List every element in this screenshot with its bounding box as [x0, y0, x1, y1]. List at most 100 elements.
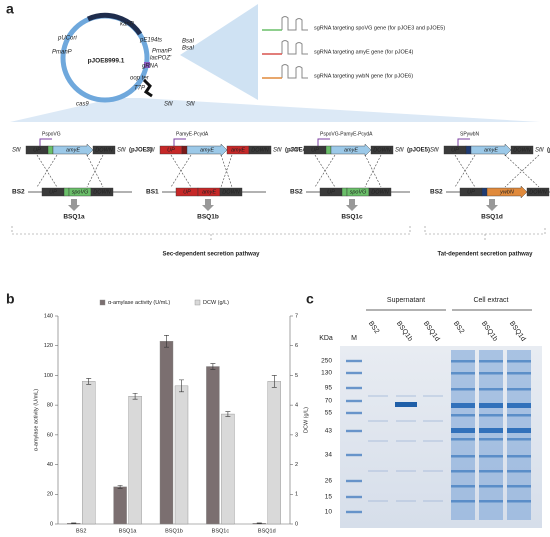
error-bar: [132, 392, 138, 400]
y-tick-label: 40: [47, 462, 53, 468]
lysate-band: [451, 455, 475, 458]
secreted-band: [395, 402, 417, 407]
faint-band: [368, 420, 388, 422]
gene-label: amyE: [202, 189, 216, 195]
marker-band: [346, 479, 362, 483]
panel-label: b: [6, 291, 15, 307]
marker-band: [346, 411, 362, 415]
x-tick-label: BSQ1b: [165, 528, 183, 534]
gene-label: amyE: [484, 147, 498, 153]
site-label: SfiI: [117, 148, 126, 154]
lysate-band: [507, 500, 531, 503]
mw-label: 95: [325, 385, 333, 392]
y2-tick-label: 5: [295, 373, 298, 379]
lysate-band: [451, 470, 475, 473]
mw-label: 15: [325, 494, 333, 501]
promoter-arrow: [173, 138, 186, 146]
plasmid-label: (pJOE6): [547, 148, 550, 154]
marker-band: [346, 399, 362, 403]
plasmid-label: (pJOE3): [129, 148, 152, 154]
gene-box: [465, 145, 472, 155]
y-tick-label: 100: [44, 373, 53, 379]
bar: [221, 413, 235, 525]
gene-box: [47, 145, 54, 155]
mw-label: 55: [325, 410, 333, 417]
lane-label: BSQ1d: [422, 320, 441, 343]
y2-tick-label: 2: [295, 462, 298, 468]
bracket: [11, 226, 546, 242]
gene-box: [370, 145, 394, 155]
mw-label: 10: [325, 509, 333, 516]
lane-label: BS2: [452, 320, 465, 335]
mw-label: 34: [325, 452, 333, 459]
y2-tick-label: 0: [295, 521, 298, 527]
lysate-band: [507, 428, 531, 433]
error-bar: [225, 411, 231, 417]
error-bar: [179, 379, 184, 393]
gene-label: UP: [311, 147, 319, 153]
gene-label: amyE: [200, 147, 214, 153]
error-bar: [164, 335, 169, 348]
lane-label: BS2: [367, 320, 380, 335]
gene-arrow: [486, 185, 528, 199]
gene-label: DOWN: [513, 147, 530, 153]
legend-label: α-amylase activity (U/mL): [108, 300, 170, 306]
x-tick-label: BS2: [76, 528, 86, 534]
lysate-band: [451, 414, 475, 417]
y2-tick-label: 1: [295, 492, 298, 498]
promoter-arrow: [457, 138, 470, 146]
gene-label: spoVG: [72, 189, 90, 195]
y2-tick-label: 7: [295, 313, 298, 319]
lysate-band: [507, 455, 531, 458]
lysate-band: [507, 372, 531, 375]
y-tick-label: 0: [50, 521, 53, 527]
faint-band: [396, 395, 416, 397]
gene-arrow: [330, 143, 372, 157]
marker-band: [346, 386, 362, 390]
y-tick-label: 20: [47, 492, 53, 498]
lysate-band: [479, 500, 503, 503]
gene-box: [181, 145, 188, 155]
lysate-band: [479, 438, 503, 441]
lysate-band: [451, 360, 475, 363]
plasmid-feature: PmanP: [152, 49, 172, 55]
sgrna-icon: [262, 40, 308, 55]
strain-label: BS1: [146, 189, 159, 196]
y-tick-label: 120: [44, 343, 53, 349]
faint-band: [423, 470, 443, 472]
site-label: SfiI: [395, 148, 404, 154]
result-label: BSQ1a: [63, 214, 85, 221]
plasmid-feature: lacPOZ': [150, 56, 172, 62]
faint-band: [368, 470, 388, 472]
y-tick-label: 60: [47, 432, 53, 438]
plasmid-feature: kanR: [120, 22, 135, 28]
x-tick-label: BSQ1d: [258, 528, 276, 534]
lysate-band: [507, 388, 531, 391]
promoter-label: PamyE-PcydA: [176, 131, 209, 137]
gene-box: [368, 187, 392, 197]
result-arrow: [202, 199, 214, 211]
gene-label: DOWN: [222, 189, 239, 195]
gene-box: [341, 187, 348, 197]
error-bar: [71, 522, 77, 524]
lysate-band: [479, 414, 503, 417]
mw-label: 130: [321, 370, 332, 377]
gene-label: DOWN: [529, 189, 546, 195]
gene-box: [510, 145, 534, 155]
plasmid-feature: BsaI: [182, 39, 194, 45]
promoter-label: PspoVG-PamyE-PcydA: [320, 131, 373, 137]
site-label: SfiI: [290, 148, 299, 154]
plasmid-feature: T7P: [134, 86, 145, 92]
grna-cassette: [142, 78, 153, 98]
y-axis-label: α-amylase activity (U/mL): [33, 389, 39, 451]
faint-band: [423, 395, 443, 397]
marker-band: [346, 510, 362, 514]
sgrna-label: sgRNA targeting ywbN gene (for pJOE6): [314, 73, 413, 79]
lane-label: BSQ1b: [395, 320, 414, 343]
gene-label: amyE: [344, 147, 358, 153]
marker-label: M: [351, 335, 357, 342]
plasmid-name: pJOE8999.1: [88, 58, 125, 65]
gene-label: amyE: [231, 147, 245, 153]
lysate-band: [507, 360, 531, 363]
